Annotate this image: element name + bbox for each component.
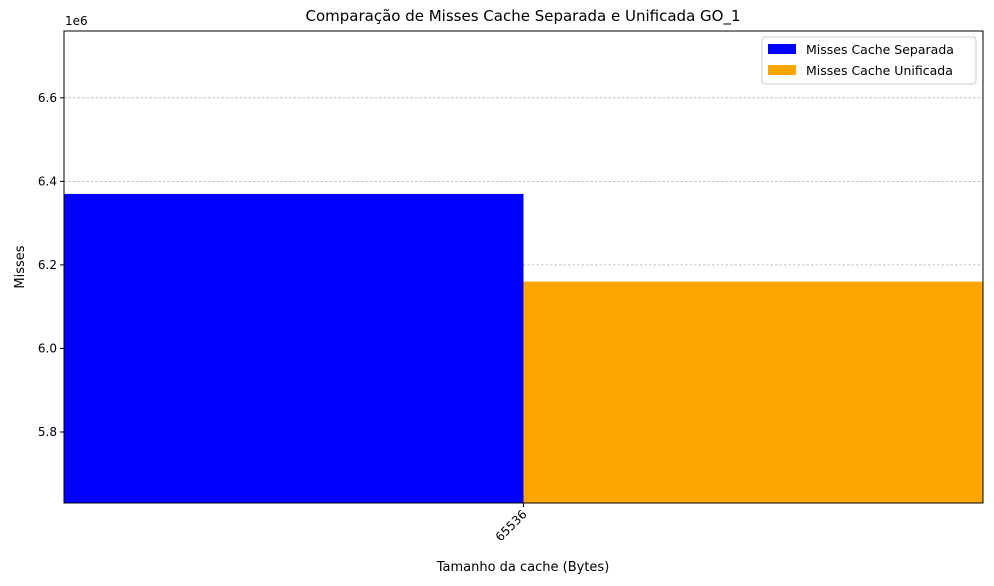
- y-tick-label: 6.4: [38, 174, 57, 188]
- chart-title: Comparação de Misses Cache Separada e Un…: [306, 7, 741, 26]
- y-axis: 5.8 6.0 6.2 6.4 6.6: [38, 91, 64, 439]
- x-tick-label: 65536: [493, 507, 530, 544]
- y-tick-label: 6.2: [38, 258, 57, 272]
- x-axis: 65536: [493, 503, 530, 544]
- bar: [523, 281, 983, 503]
- legend-label: Misses Cache Unificada: [806, 63, 953, 78]
- legend-frame: [761, 36, 977, 85]
- legend: Misses Cache Separada Misses Cache Unific…: [761, 36, 977, 85]
- bars-group: [64, 193, 983, 503]
- y-tick-label: 6.0: [38, 341, 57, 355]
- x-axis-label: Tamanho da cache (Bytes): [436, 560, 610, 575]
- bar: [64, 193, 524, 503]
- y-tick-label: 6.6: [38, 91, 57, 105]
- legend-swatch: [768, 44, 796, 54]
- y-offset-label: 1e6: [65, 14, 88, 28]
- legend-label: Misses Cache Separada: [806, 42, 954, 57]
- legend-swatch: [768, 65, 796, 75]
- y-tick-label: 5.8: [38, 425, 57, 439]
- y-axis-label: Misses: [13, 245, 28, 288]
